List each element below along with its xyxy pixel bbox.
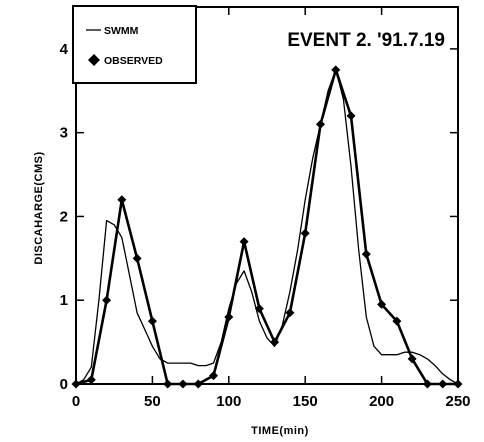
data-point-observed	[254, 304, 264, 314]
series-line-swmm	[75, 69, 459, 385]
x-tick-label: 250	[445, 393, 470, 410]
data-point-observed	[346, 111, 356, 121]
data-point-observed	[71, 379, 81, 389]
data-point-observed	[315, 119, 325, 129]
data-point-observed	[453, 379, 463, 389]
data-point-observed	[239, 237, 249, 247]
x-axis-title: TIME(min)	[251, 425, 309, 437]
legend-observed-label: OBSERVED	[104, 55, 163, 67]
chart-title: EVENT 2. '91.7.19	[287, 30, 445, 51]
legend-observed-marker	[88, 54, 100, 66]
x-tick-label: 200	[369, 393, 394, 410]
data-point-observed	[361, 249, 371, 259]
series-line-observed	[75, 68, 458, 386]
data-point-observed	[117, 195, 127, 205]
data-point-observed	[270, 337, 280, 347]
y-tick-label: 2	[60, 208, 68, 225]
y-tick-label: 1	[60, 292, 68, 309]
y-tick-label: 3	[60, 125, 68, 142]
data-point-observed	[102, 295, 112, 305]
data-point-observed	[285, 308, 295, 318]
data-point-observed	[377, 299, 387, 309]
data-point-observed	[132, 253, 142, 263]
legend-box	[72, 5, 197, 84]
x-tick-label: 0	[72, 393, 80, 410]
data-point-observed	[224, 312, 234, 322]
legend: SWMM OBSERVED	[72, 5, 197, 84]
x-tick-label: 150	[293, 393, 318, 410]
plot-frame	[75, 6, 459, 385]
data-point-observed	[163, 379, 173, 389]
y-tick-label: 4	[60, 41, 69, 58]
data-point-observed	[331, 65, 341, 75]
data-point-observed	[422, 379, 432, 389]
x-tick-label: 50	[144, 393, 161, 410]
data-point-observed	[209, 371, 219, 381]
data-point-observed	[392, 316, 402, 326]
y-axis-title: DISCAHARGE(CMS)	[33, 151, 45, 264]
data-point-observed	[147, 316, 157, 326]
x-tick-label: 100	[216, 393, 241, 410]
data-point-observed	[300, 228, 310, 238]
tick-labels-layer: 0 50 100 150 200 250 0 1 2 3 4	[60, 41, 471, 410]
y-tick-label: 0	[60, 376, 68, 393]
data-point-observed	[438, 379, 448, 389]
data-point-observed	[193, 379, 203, 389]
data-point-observed	[178, 379, 188, 389]
legend-swmm-label: SWMM	[104, 25, 139, 37]
series-layer	[71, 65, 463, 389]
data-point-observed	[86, 375, 96, 385]
data-point-observed	[407, 354, 417, 364]
